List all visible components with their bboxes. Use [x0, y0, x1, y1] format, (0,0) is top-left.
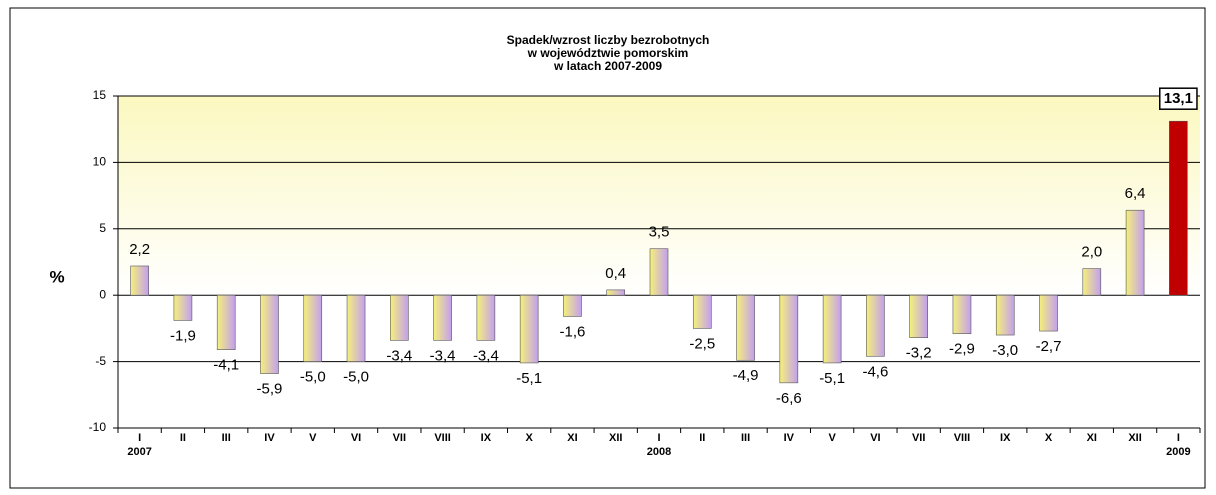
x-tick-label: XII	[609, 432, 622, 444]
bar	[390, 294, 409, 341]
x-tick-label: X	[525, 432, 533, 444]
bar	[822, 294, 842, 364]
x-tick-label: VII	[912, 432, 925, 444]
x-tick-label: X	[1045, 432, 1053, 444]
bar	[952, 294, 972, 335]
x-tick-label: IX	[481, 432, 492, 444]
bar	[736, 294, 755, 361]
x-group-label: 2007	[127, 446, 151, 458]
y-tick-label: -10	[89, 420, 107, 434]
x-tick-label: I	[1177, 432, 1180, 444]
bar	[216, 294, 236, 350]
y-axis-label: %	[49, 267, 64, 286]
value-label: 13,1	[1164, 90, 1193, 107]
bar	[1125, 209, 1145, 296]
x-tick-label: IV	[264, 432, 275, 444]
chart-title: w latach 2007-2009	[553, 59, 662, 73]
value-label: -1,6	[560, 323, 586, 340]
value-label: -3,0	[992, 342, 1018, 359]
x-tick-label: IV	[784, 432, 795, 444]
value-label: -3,4	[386, 347, 412, 364]
y-tick-label: 15	[93, 88, 107, 102]
bar	[1082, 268, 1102, 296]
x-group-label: 2009	[1166, 446, 1190, 458]
value-label: -2,7	[1036, 338, 1062, 355]
value-label: -3,4	[473, 347, 499, 364]
x-tick-label: IX	[1000, 432, 1011, 444]
value-label: -3,2	[906, 345, 932, 362]
x-tick-label: VIII	[954, 432, 971, 444]
bar	[476, 294, 496, 341]
x-tick-label: V	[309, 432, 317, 444]
x-tick-label: VII	[393, 432, 406, 444]
x-group-label: 2008	[647, 446, 671, 458]
bar	[173, 294, 193, 321]
value-label: -4,9	[733, 367, 759, 384]
bar	[909, 294, 928, 338]
x-tick-label: III	[222, 432, 231, 444]
bar	[866, 294, 885, 357]
value-label: -4,6	[862, 363, 888, 380]
value-label: -4,1	[213, 357, 239, 374]
x-tick-label: V	[828, 432, 836, 444]
x-tick-label: XI	[1087, 432, 1097, 444]
bar	[1169, 120, 1188, 296]
value-label: 2,2	[129, 241, 150, 258]
bar	[130, 265, 149, 296]
y-tick-label: 0	[99, 287, 106, 301]
value-label: -5,0	[343, 369, 369, 386]
value-label: 6,4	[1125, 185, 1146, 202]
y-tick-label: 5	[99, 221, 106, 235]
x-tick-label: VI	[351, 432, 361, 444]
bar	[779, 294, 799, 384]
bar	[346, 294, 366, 362]
value-label: 0,4	[605, 265, 626, 282]
value-label: -6,6	[776, 390, 802, 407]
bar	[433, 294, 452, 341]
value-label: -5,0	[300, 369, 326, 386]
y-tick-label: -5	[95, 354, 106, 368]
value-label-box	[1159, 87, 1198, 110]
x-tick-label: XI	[567, 432, 577, 444]
x-tick-label: II	[180, 432, 186, 444]
value-label: 2,0	[1081, 244, 1102, 261]
value-label: -2,9	[949, 341, 975, 358]
bar	[995, 294, 1015, 336]
value-label: -1,9	[170, 327, 196, 344]
x-tick-label: I	[138, 432, 141, 444]
x-tick-label: XII	[1128, 432, 1141, 444]
bar	[260, 294, 279, 374]
value-label: -2,5	[689, 335, 715, 352]
value-label: 3,5	[649, 224, 670, 241]
chart-title: Spadek/wzrost liczby bezrobotnych	[507, 33, 710, 47]
bar	[692, 294, 712, 329]
bar	[606, 289, 626, 296]
x-tick-label: III	[741, 432, 750, 444]
value-label: -3,4	[430, 347, 456, 364]
x-tick-label: VIII	[434, 432, 451, 444]
value-label: -5,1	[516, 370, 542, 387]
chart-title: w województwie pomorskim	[527, 46, 689, 60]
bar	[1039, 294, 1058, 332]
bar	[303, 294, 323, 362]
x-tick-label: VI	[870, 432, 880, 444]
value-label: -5,1	[819, 370, 845, 387]
bar	[563, 294, 582, 317]
bar	[649, 248, 669, 296]
y-tick-label: 10	[93, 155, 107, 169]
x-tick-label: II	[699, 432, 705, 444]
value-label: -5,9	[257, 381, 283, 398]
x-tick-label: I	[657, 432, 660, 444]
bar	[519, 294, 539, 364]
